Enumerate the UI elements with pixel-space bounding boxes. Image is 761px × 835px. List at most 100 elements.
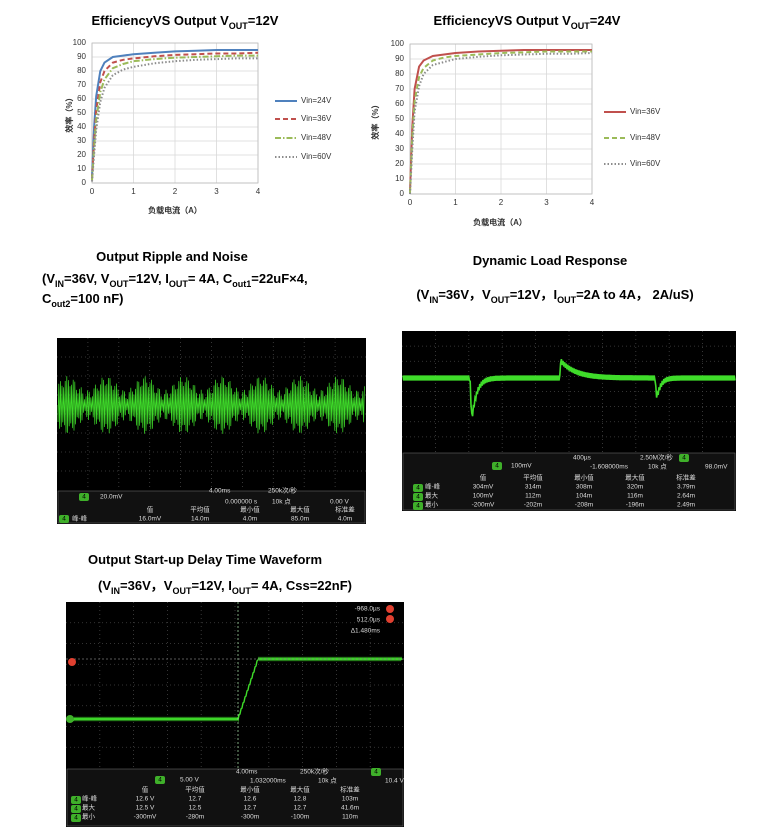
- text-run: =100 nF): [70, 291, 123, 306]
- scope-status: 4.00ms: [236, 769, 258, 776]
- y-axis-label: 效率（%）: [64, 93, 74, 132]
- scope-trace: [66, 656, 403, 723]
- table-cell: 112m: [525, 493, 541, 500]
- chart-title: EfficiencyVS Output VOUT=24V: [434, 13, 621, 31]
- status-bar: [57, 490, 366, 524]
- scope-status: 0.000000 s: [225, 499, 258, 506]
- y-tick-label: 90: [395, 54, 404, 63]
- table-header: 值: [480, 473, 487, 482]
- text-run: (V: [42, 271, 55, 286]
- chart-title: EfficiencyVS Output VOUT=12V: [92, 13, 279, 31]
- legend-label: Vin=36V: [630, 107, 661, 116]
- table-cell: 峰-峰: [72, 514, 88, 523]
- y-tick-label: 100: [391, 39, 405, 48]
- x-tick-label: 2: [173, 187, 178, 196]
- table-cell: 110m: [342, 814, 358, 821]
- table-header: 平均值: [523, 473, 543, 482]
- table-cell: 12.8: [294, 796, 307, 803]
- table-cell: 12.7: [244, 805, 257, 812]
- channel-badge: [413, 502, 423, 510]
- table-cell: 最小: [425, 500, 439, 509]
- plot-frame: [409, 43, 593, 195]
- y-tick-label: 50: [395, 114, 404, 123]
- subscript: OUT: [109, 279, 129, 289]
- y-tick-label: 60: [395, 99, 404, 108]
- table-cell: 峰-峰: [82, 794, 98, 803]
- channel-badge: [155, 776, 165, 784]
- text-run: =12V, I: [191, 578, 231, 593]
- table-header: 标准差: [335, 505, 355, 514]
- y-tick-label: 50: [77, 108, 86, 117]
- table-cell: 最大: [425, 491, 439, 500]
- table-cell: 41.6m: [341, 805, 359, 812]
- table-cell: 3.79m: [677, 484, 695, 491]
- table-cell: 304mV: [473, 484, 494, 491]
- y-tick-label: 10: [395, 174, 404, 183]
- channel-label: 4: [74, 797, 78, 804]
- y-tick-label: 30: [77, 136, 86, 145]
- table-header: 最大值: [290, 505, 310, 514]
- channel-badge: [492, 462, 502, 470]
- table-header: 标准差: [340, 785, 360, 794]
- y-tick-label: 90: [77, 52, 86, 61]
- text-run: Output Start-up Delay Time Waveform: [88, 552, 322, 567]
- x-tick-label: 1: [453, 198, 458, 207]
- subscript: IN: [55, 279, 64, 289]
- scope-trace: [402, 358, 736, 417]
- cursor-readout: Δ1.480ms: [351, 628, 381, 635]
- legend-label: Vin=60V: [301, 152, 332, 161]
- channel-badge: [413, 493, 423, 501]
- table-header: 标准差: [676, 473, 696, 482]
- table-cell: 103m: [342, 796, 358, 803]
- section-title: Output Ripple and Noise: [96, 249, 248, 264]
- table-cell: -200mV: [472, 502, 495, 509]
- text-run: (V: [98, 578, 111, 593]
- x-tick-label: 2: [499, 198, 504, 207]
- scope-status: 2.50M次/秒: [640, 453, 673, 462]
- subscript: out1: [232, 279, 251, 289]
- channel-label: 4: [416, 485, 420, 492]
- x-tick-label: 0: [408, 198, 413, 207]
- channel-badge: [371, 768, 381, 776]
- status-bar: [402, 452, 736, 511]
- table-cell: 4.0m: [338, 516, 352, 523]
- channel-badge: [71, 805, 81, 813]
- text-run: =2A to 4A， 2A/uS): [576, 287, 694, 302]
- legend-label: Vin=24V: [301, 96, 332, 105]
- x-tick-label: 3: [544, 198, 549, 207]
- legend-label: Vin=36V: [301, 114, 332, 123]
- subscript: OUT: [232, 586, 252, 596]
- table-cell: 2.64m: [677, 493, 695, 500]
- scope-status: 10k 点: [648, 463, 667, 471]
- scope-status: 10.4 V: [385, 778, 404, 785]
- series-line: [91, 54, 258, 181]
- y-tick-label: 70: [395, 84, 404, 93]
- channel-label: 4: [158, 777, 162, 784]
- channel-label: 4: [495, 463, 499, 470]
- text-run: = 4A, C: [188, 271, 233, 286]
- text-run: =12V, I: [128, 271, 168, 286]
- cursor-readout: 512.0µs: [357, 617, 381, 624]
- section-title: Output Start-up Delay Time Waveform: [88, 552, 322, 567]
- x-axis-label: 负载电流（A）: [473, 217, 527, 227]
- channel-badge: [59, 515, 69, 523]
- channel-label: 4: [62, 516, 66, 523]
- y-tick-label: 0: [400, 189, 405, 198]
- channel-marker: [66, 715, 74, 723]
- section-subtitle: (VIN=36V，VOUT=12V, IOUT= 4A, Css=22nF): [98, 578, 352, 596]
- channel-label: 4: [74, 815, 78, 822]
- text-run: (V: [416, 287, 429, 302]
- scope-status: 5.00 V: [180, 777, 199, 784]
- subscript: OUT: [557, 295, 577, 305]
- table-cell: 308m: [576, 484, 592, 491]
- text-run: =12V: [248, 13, 279, 28]
- table-cell: -196m: [626, 502, 644, 509]
- table-header: 平均值: [190, 505, 210, 514]
- subscript: OUT: [229, 21, 249, 31]
- scope-status: 400µs: [573, 455, 592, 462]
- channel-badge: [71, 796, 81, 804]
- y-tick-label: 20: [395, 159, 404, 168]
- table-cell: 最大: [82, 803, 96, 812]
- scope-status: 20.0mV: [100, 494, 123, 501]
- section-subtitle: (VIN=36V，VOUT=12V，IOUT=2A to 4A， 2A/uS): [416, 287, 693, 305]
